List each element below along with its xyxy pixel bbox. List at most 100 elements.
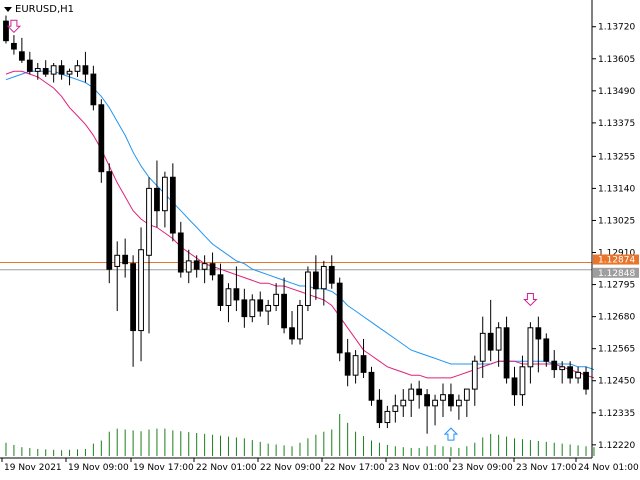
candle-body [511,377,518,396]
candle [567,361,574,384]
candle-body [201,263,208,270]
candle [368,366,375,406]
candle-body [106,171,113,270]
time-tick-label: 22 Nov 01:00 [196,463,257,473]
candle [312,255,319,300]
candle-body [543,338,550,362]
candle [169,163,176,242]
candle [146,177,152,334]
candle [34,62,41,80]
symbol-menu[interactable]: EURUSD,H1 [4,4,74,15]
candle [440,383,446,417]
candle-body [408,388,415,401]
candle [217,263,224,312]
price-tick-label: 1.13375 [598,119,635,129]
candle-body [384,410,391,424]
candle-body [257,299,264,312]
time-axis[interactable]: 19 Nov 2021 19 Nov 09:00 19 Nov 17:00 22 No… [1,458,639,473]
candle-body [225,288,232,306]
candle-body [535,327,542,340]
candle [479,316,486,378]
signal-down-arrow-icon [6,19,22,34]
candle-body [42,68,49,75]
price-tick-label: 1.12795 [598,281,635,291]
time-tick-label: 19 Nov 09:00 [68,463,129,473]
price-tick-label: 1.12450 [598,377,635,387]
candle-body [193,260,200,270]
candle-body [66,70,73,75]
candle [66,68,73,86]
candle-body [344,352,351,376]
candle-body [551,360,558,371]
candle-body [58,65,65,75]
candle [281,277,287,334]
candle-body [519,366,526,396]
candle-body [209,263,216,276]
candle [162,171,168,228]
candle-body [416,388,423,396]
candle-body [130,263,136,332]
price-tick-label: 1.13720 [598,23,635,33]
price-tick-label: 1.13605 [598,55,635,65]
candle [352,350,359,384]
price-tag-label: 1.12874 [598,256,635,266]
candle-body [169,176,176,234]
candle-body [503,327,510,379]
candle-body [233,288,240,301]
candle-body [336,282,343,354]
candle [3,15,9,44]
candle [535,316,542,373]
candle [543,333,550,367]
candle-body [320,265,327,290]
signal-up-arrow-icon [443,427,459,441]
candle [487,299,494,362]
candle-body [456,399,462,407]
candle-body [448,394,454,407]
candle [336,277,343,362]
symbol-label: EURUSD,H1 [15,4,75,15]
price-axis[interactable]: 1.13720 1.13605 1.13490 1.13375 1.13255 1.131… [592,23,635,451]
candles [3,15,589,434]
price-tick-label: 1.12220 [598,441,635,451]
candle [376,389,383,429]
price-tick-label: 1.12910 [598,249,635,259]
candle-body [177,232,184,273]
time-tick-label: 23 Nov 01:00 [388,463,449,473]
candle [90,65,97,111]
candle [297,299,303,345]
candle [400,389,407,417]
candle-body [122,254,129,265]
candle [209,252,216,281]
candle [241,288,248,328]
time-tick-label: 23 Nov 17:00 [516,463,577,473]
candle [495,322,502,367]
price-tick-label: 1.12565 [598,345,635,355]
candle [18,37,25,63]
candle [225,283,232,323]
candle-body [400,399,407,407]
candle [98,99,105,183]
candle [448,383,454,412]
candle-body [249,299,256,318]
candle [416,380,423,409]
candle [384,405,391,429]
candle [201,255,208,284]
candle [177,221,184,278]
candle-body [273,293,280,306]
candle-body [424,394,430,407]
dropdown-triangle-icon[interactable] [4,7,12,12]
candle-body [527,327,534,368]
candle [320,260,327,306]
time-tick-label: 23 Nov 09:00 [452,463,513,473]
candle-body [185,260,192,273]
time-tick-label: 19 Nov 2021 [4,463,62,473]
candle [432,394,438,426]
candle-body [289,327,295,340]
price-tag-label: 1.12848 [598,269,635,279]
candle-body [241,299,248,318]
candle [58,60,65,80]
time-tick-label: 19 Nov 17:00 [133,463,194,473]
candle-body [328,265,335,284]
